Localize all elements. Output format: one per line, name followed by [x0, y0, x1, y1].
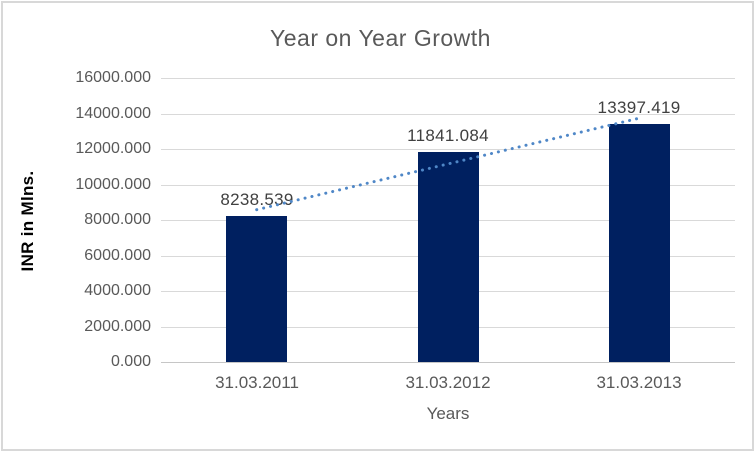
bar [418, 152, 479, 362]
bar-data-label: 11841.084 [407, 126, 489, 145]
x-tick-label: 31.03.2011 [215, 373, 299, 392]
y-tick-label: 12000.000 [75, 140, 151, 157]
gridline [161, 78, 735, 79]
x-axis-line [161, 362, 735, 363]
y-tick-label: 6000.000 [84, 247, 151, 264]
y-tick-label: 0.000 [110, 353, 151, 370]
chart-title: Year on Year Growth [270, 25, 491, 51]
y-axis-title: INR in Mlns. [18, 170, 37, 272]
y-tick-label: 2000.000 [84, 318, 151, 335]
y-tick-label: 4000.000 [84, 282, 151, 299]
bar [226, 216, 287, 362]
x-axis-title: Years [426, 404, 470, 423]
y-tick-label: 14000.000 [75, 105, 151, 122]
bar [609, 124, 670, 362]
y-tick-label: 16000.000 [75, 69, 151, 86]
bar-data-label: 13397.419 [597, 98, 681, 117]
y-tick-label: 10000.000 [75, 176, 151, 193]
gridline [161, 114, 735, 115]
x-tick-label: 31.03.2012 [405, 373, 491, 392]
x-tick-label: 31.03.2013 [596, 373, 682, 392]
bar-data-label: 8238.539 [220, 190, 294, 209]
y-tick-label: 8000.000 [84, 211, 151, 228]
